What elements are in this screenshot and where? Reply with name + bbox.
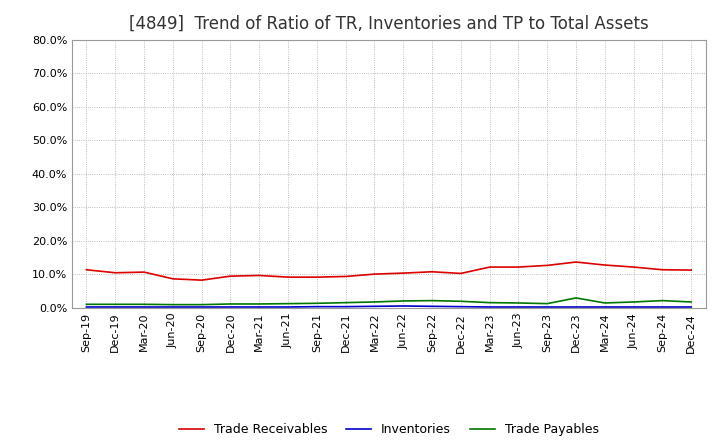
Trade Receivables bbox=[687, 268, 696, 273]
Trade Receivables bbox=[168, 276, 177, 282]
Trade Payables bbox=[572, 295, 580, 301]
Trade Receivables bbox=[140, 269, 148, 275]
Inventories bbox=[687, 304, 696, 310]
Trade Receivables bbox=[514, 264, 523, 270]
Trade Receivables bbox=[82, 267, 91, 272]
Trade Receivables bbox=[370, 271, 379, 277]
Inventories bbox=[658, 304, 667, 310]
Trade Receivables bbox=[312, 275, 321, 280]
Trade Receivables bbox=[284, 275, 292, 280]
Trade Payables bbox=[456, 299, 465, 304]
Trade Receivables bbox=[111, 270, 120, 275]
Inventories bbox=[82, 304, 91, 310]
Inventories bbox=[140, 304, 148, 310]
Inventories bbox=[456, 304, 465, 309]
Inventories bbox=[428, 304, 436, 309]
Inventories bbox=[370, 304, 379, 309]
Inventories bbox=[197, 304, 206, 310]
Trade Payables bbox=[140, 302, 148, 307]
Trade Receivables bbox=[629, 264, 638, 270]
Trade Receivables bbox=[485, 264, 494, 270]
Inventories bbox=[111, 304, 120, 310]
Inventories bbox=[629, 304, 638, 310]
Trade Receivables bbox=[572, 260, 580, 265]
Trade Receivables bbox=[197, 278, 206, 283]
Trade Receivables bbox=[399, 271, 408, 276]
Trade Payables bbox=[111, 302, 120, 307]
Inventories bbox=[485, 304, 494, 310]
Trade Payables bbox=[197, 302, 206, 307]
Legend: Trade Receivables, Inventories, Trade Payables: Trade Receivables, Inventories, Trade Pa… bbox=[174, 418, 604, 440]
Trade Payables bbox=[399, 298, 408, 304]
Trade Payables bbox=[687, 299, 696, 304]
Inventories bbox=[600, 304, 609, 310]
Inventories bbox=[284, 304, 292, 310]
Line: Inventories: Inventories bbox=[86, 306, 691, 307]
Trade Payables bbox=[370, 299, 379, 304]
Trade Payables bbox=[168, 302, 177, 307]
Trade Receivables bbox=[456, 271, 465, 276]
Title: [4849]  Trend of Ratio of TR, Inventories and TP to Total Assets: [4849] Trend of Ratio of TR, Inventories… bbox=[129, 15, 649, 33]
Inventories bbox=[543, 304, 552, 310]
Trade Payables bbox=[341, 300, 350, 305]
Trade Receivables bbox=[226, 274, 235, 279]
Trade Payables bbox=[629, 299, 638, 304]
Trade Payables bbox=[514, 301, 523, 306]
Trade Receivables bbox=[428, 269, 436, 275]
Inventories bbox=[572, 304, 580, 310]
Inventories bbox=[226, 304, 235, 310]
Line: Trade Payables: Trade Payables bbox=[86, 298, 691, 304]
Inventories bbox=[514, 304, 523, 310]
Trade Payables bbox=[543, 301, 552, 306]
Inventories bbox=[168, 304, 177, 310]
Trade Payables bbox=[284, 301, 292, 306]
Inventories bbox=[255, 304, 264, 310]
Trade Receivables bbox=[600, 262, 609, 268]
Trade Receivables bbox=[255, 273, 264, 278]
Trade Payables bbox=[658, 298, 667, 303]
Trade Payables bbox=[428, 298, 436, 303]
Trade Receivables bbox=[543, 263, 552, 268]
Trade Payables bbox=[600, 301, 609, 306]
Trade Payables bbox=[82, 302, 91, 307]
Inventories bbox=[312, 304, 321, 309]
Trade Payables bbox=[312, 301, 321, 306]
Line: Trade Receivables: Trade Receivables bbox=[86, 262, 691, 280]
Inventories bbox=[341, 304, 350, 309]
Inventories bbox=[399, 303, 408, 308]
Trade Payables bbox=[226, 301, 235, 307]
Trade Receivables bbox=[341, 274, 350, 279]
Trade Payables bbox=[255, 301, 264, 307]
Trade Payables bbox=[485, 300, 494, 305]
Trade Receivables bbox=[658, 267, 667, 272]
